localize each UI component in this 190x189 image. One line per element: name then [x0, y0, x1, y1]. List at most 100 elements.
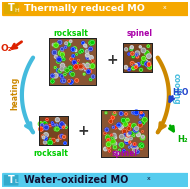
Circle shape — [125, 113, 127, 115]
Circle shape — [133, 148, 137, 153]
Circle shape — [82, 41, 85, 44]
Circle shape — [105, 135, 110, 139]
Circle shape — [60, 52, 64, 56]
Circle shape — [135, 53, 138, 56]
Text: O₂: O₂ — [0, 44, 12, 53]
Circle shape — [112, 126, 114, 128]
Circle shape — [52, 123, 55, 126]
Circle shape — [72, 47, 77, 51]
Circle shape — [118, 149, 121, 152]
Circle shape — [132, 65, 136, 69]
Circle shape — [60, 47, 64, 51]
Circle shape — [123, 149, 125, 152]
Text: H₂: H₂ — [177, 135, 188, 144]
Circle shape — [44, 141, 47, 144]
Circle shape — [135, 126, 139, 130]
Circle shape — [117, 123, 121, 127]
Circle shape — [74, 65, 78, 69]
Circle shape — [104, 132, 107, 135]
Circle shape — [140, 113, 144, 117]
Circle shape — [120, 134, 124, 139]
Text: Thermally reduced MO: Thermally reduced MO — [24, 4, 145, 13]
Circle shape — [106, 142, 111, 147]
Circle shape — [65, 68, 69, 72]
Circle shape — [132, 144, 136, 148]
FancyBboxPatch shape — [4, 175, 18, 186]
Circle shape — [131, 111, 135, 114]
Circle shape — [146, 64, 149, 67]
Circle shape — [141, 144, 144, 148]
Circle shape — [57, 57, 62, 62]
Circle shape — [44, 137, 47, 140]
Circle shape — [130, 132, 134, 136]
Circle shape — [39, 127, 43, 131]
Circle shape — [58, 40, 62, 44]
Circle shape — [85, 50, 89, 53]
Circle shape — [61, 79, 65, 83]
Circle shape — [84, 44, 87, 47]
Circle shape — [135, 150, 139, 154]
Circle shape — [62, 79, 66, 83]
Text: T: T — [8, 3, 14, 13]
Circle shape — [142, 117, 147, 122]
Circle shape — [58, 135, 63, 139]
Circle shape — [70, 72, 73, 75]
Circle shape — [53, 73, 58, 78]
Text: H: H — [15, 8, 19, 13]
Text: +: + — [106, 53, 118, 67]
Circle shape — [48, 140, 53, 145]
Circle shape — [80, 49, 83, 53]
Circle shape — [132, 67, 135, 70]
Circle shape — [147, 45, 150, 48]
Circle shape — [142, 130, 144, 132]
Circle shape — [141, 48, 146, 53]
Circle shape — [51, 122, 53, 124]
Text: T: T — [8, 175, 14, 185]
Text: H₂O: H₂O — [172, 88, 189, 97]
Circle shape — [131, 63, 133, 65]
Circle shape — [64, 46, 67, 48]
Circle shape — [142, 56, 146, 60]
Circle shape — [89, 56, 93, 60]
Circle shape — [104, 147, 107, 151]
Circle shape — [86, 70, 90, 74]
FancyBboxPatch shape — [4, 3, 18, 14]
Circle shape — [58, 73, 61, 76]
Circle shape — [85, 63, 90, 68]
Circle shape — [109, 139, 113, 143]
Circle shape — [65, 42, 68, 45]
Circle shape — [126, 118, 129, 122]
Circle shape — [55, 127, 59, 131]
FancyBboxPatch shape — [101, 110, 148, 157]
Circle shape — [137, 63, 140, 66]
Circle shape — [58, 51, 63, 55]
Circle shape — [141, 60, 146, 65]
Circle shape — [133, 128, 138, 132]
Circle shape — [146, 54, 151, 58]
Circle shape — [86, 56, 90, 60]
Circle shape — [56, 59, 60, 63]
Circle shape — [85, 67, 87, 69]
Circle shape — [51, 138, 55, 143]
Circle shape — [133, 135, 135, 137]
Circle shape — [141, 135, 144, 138]
FancyBboxPatch shape — [2, 173, 189, 187]
Circle shape — [44, 125, 48, 130]
Circle shape — [115, 151, 119, 155]
Circle shape — [60, 52, 64, 56]
Circle shape — [133, 64, 138, 68]
Circle shape — [128, 146, 131, 148]
Circle shape — [128, 68, 131, 71]
Circle shape — [63, 74, 65, 77]
Circle shape — [41, 135, 44, 137]
Circle shape — [63, 135, 66, 139]
Circle shape — [72, 60, 76, 64]
Circle shape — [89, 41, 93, 45]
Circle shape — [60, 67, 64, 71]
Circle shape — [56, 69, 59, 72]
Circle shape — [82, 64, 85, 66]
Circle shape — [136, 147, 138, 149]
Circle shape — [60, 63, 65, 67]
Circle shape — [40, 124, 44, 127]
Circle shape — [66, 41, 70, 45]
